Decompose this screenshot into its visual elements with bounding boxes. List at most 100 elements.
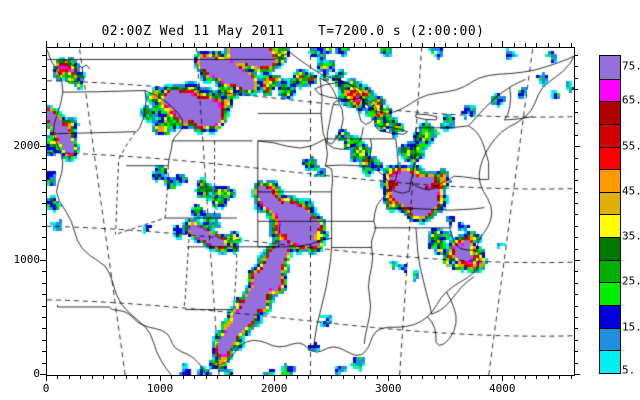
y-right-tick	[574, 294, 578, 295]
colorbar-band-6	[600, 191, 620, 215]
x-minor-tick	[468, 375, 469, 379]
colorbar-label-45: 45.	[622, 184, 640, 198]
colorbar-band-12	[600, 327, 620, 351]
x-major-tick	[160, 375, 161, 381]
x-minor-tick	[69, 375, 70, 379]
x-top-tick	[194, 43, 195, 47]
y-minor-tick	[42, 101, 46, 102]
y-right-tick	[574, 135, 578, 136]
x-top-tick	[308, 43, 309, 47]
y-minor-tick	[42, 249, 46, 250]
y-right-tick	[574, 317, 578, 318]
y-right-tick	[574, 101, 578, 102]
colorbar-band-0	[600, 56, 620, 79]
x-minor-tick	[308, 375, 309, 379]
colorbar-label-35: 35.	[622, 229, 640, 243]
x-minor-tick	[149, 375, 150, 379]
x-minor-tick	[114, 375, 115, 379]
y-right-tick	[574, 363, 578, 364]
map-plot-area	[46, 47, 575, 376]
y-minor-tick	[42, 192, 46, 193]
y-minor-tick	[42, 135, 46, 136]
x-top-tick	[571, 43, 572, 47]
y-major-tick	[40, 260, 46, 261]
y-minor-tick	[42, 89, 46, 90]
y-right-tick	[574, 340, 578, 341]
y-right-tick	[574, 306, 578, 307]
x-top-tick	[331, 43, 332, 47]
x-top-tick	[183, 43, 184, 47]
x-top-tick	[46, 41, 47, 47]
x-tick-label-0: 0	[42, 382, 50, 395]
y-minor-tick	[42, 306, 46, 307]
x-minor-tick	[331, 375, 332, 379]
x-minor-tick	[297, 375, 298, 379]
colorbar-label-5: 5.	[622, 363, 636, 377]
colorbar-band-1	[600, 78, 620, 102]
y-minor-tick	[42, 66, 46, 67]
x-minor-tick	[434, 375, 435, 379]
y-right-tick	[574, 226, 578, 227]
x-top-tick	[137, 43, 138, 47]
x-top-tick	[422, 43, 423, 47]
x-minor-tick	[457, 375, 458, 379]
x-top-tick	[525, 43, 526, 47]
colorbar-label-25: 25.	[622, 274, 640, 288]
x-minor-tick	[286, 375, 287, 379]
x-top-tick	[502, 41, 503, 47]
colorbar-band-2	[600, 101, 620, 124]
x-top-tick	[240, 43, 241, 47]
y-right-tick	[574, 283, 578, 284]
x-top-tick	[217, 43, 218, 47]
x-minor-tick	[92, 375, 93, 379]
x-tick-label-3000: 3000	[374, 382, 402, 395]
y-right-tick	[574, 169, 578, 170]
x-major-tick	[388, 375, 389, 381]
y-right-tick	[574, 249, 578, 250]
x-top-tick	[57, 43, 58, 47]
y-tick-label-1000: 1000	[13, 253, 41, 267]
x-minor-tick	[80, 375, 81, 379]
y-tick-label-2000: 2000	[13, 139, 41, 153]
x-minor-tick	[491, 375, 492, 379]
y-minor-tick	[42, 283, 46, 284]
x-minor-tick	[479, 375, 480, 379]
x-top-tick	[126, 43, 127, 47]
x-top-tick	[411, 43, 412, 47]
x-minor-tick	[445, 375, 446, 379]
y-right-tick	[574, 192, 578, 193]
colorbar-band-8	[600, 237, 620, 260]
y-right-tick	[574, 260, 580, 261]
x-top-tick	[365, 43, 366, 47]
x-top-tick	[354, 43, 355, 47]
y-minor-tick	[42, 363, 46, 364]
x-minor-tick	[137, 375, 138, 379]
y-minor-tick	[42, 123, 46, 124]
x-top-tick	[286, 43, 287, 47]
y-minor-tick	[42, 180, 46, 181]
y-right-tick	[574, 55, 578, 56]
x-minor-tick	[263, 375, 264, 379]
x-minor-tick	[217, 375, 218, 379]
x-top-tick	[536, 43, 537, 47]
colorbar-band-4	[600, 146, 620, 170]
x-top-tick	[274, 41, 275, 47]
x-minor-tick	[126, 375, 127, 379]
x-minor-tick	[343, 375, 344, 379]
x-tick-label-2000: 2000	[260, 382, 288, 395]
colorbar-band-3	[600, 123, 620, 147]
x-top-tick	[160, 41, 161, 47]
y-minor-tick	[42, 214, 46, 215]
colorbar-band-7	[600, 214, 620, 238]
x-minor-tick	[365, 375, 366, 379]
x-minor-tick	[536, 375, 537, 379]
x-top-tick	[80, 43, 81, 47]
x-minor-tick	[251, 375, 252, 379]
y-minor-tick	[42, 169, 46, 170]
colorbar-band-10	[600, 282, 620, 306]
y-minor-tick	[42, 226, 46, 227]
y-right-tick	[574, 237, 578, 238]
x-top-tick	[434, 43, 435, 47]
colorbar-label-65: 65.	[622, 93, 640, 107]
